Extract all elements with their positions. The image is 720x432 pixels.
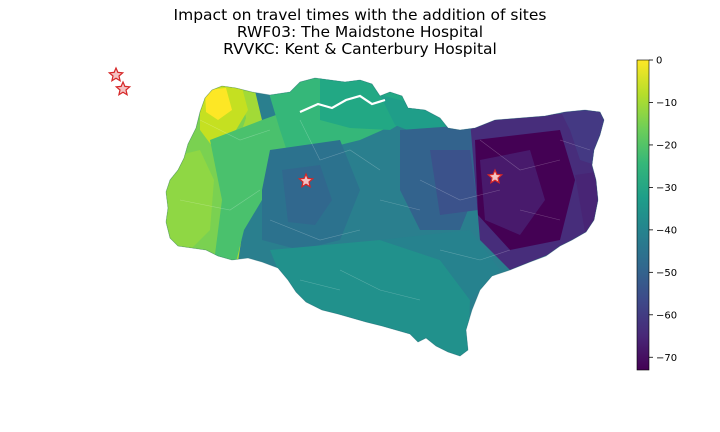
colorbar-tick-label: −50 — [656, 268, 677, 279]
star-icon — [486, 168, 504, 184]
colorbar-ticks: 0 −10 −20 −30 −40 −50 −60 −70 — [649, 56, 677, 364]
colorbar-tick-label: −60 — [656, 310, 677, 321]
site-markers — [107, 66, 504, 188]
colorbar-tick-label: −70 — [656, 353, 677, 364]
star-icon — [114, 80, 132, 96]
river-medway — [299, 94, 386, 114]
colorbar-gradient — [636, 59, 650, 371]
chart-title-line-3: RVVKC: Kent & Canterbury Hospital — [223, 40, 497, 58]
kent-choropleth — [166, 78, 604, 356]
colorbar-tick-label: 0 — [656, 56, 662, 67]
star-icon — [107, 66, 125, 82]
colorbar-tick-label: −10 — [656, 98, 677, 109]
colorbar: 0 −10 −20 −30 −40 −50 −60 −70 — [636, 56, 677, 371]
colorbar-tick-label: −20 — [656, 140, 677, 151]
chart-title-line-1: Impact on travel times with the addition… — [173, 6, 547, 24]
colorbar-tick-label: −40 — [656, 225, 677, 236]
chart-title-line-2: RWF03: The Maidstone Hospital — [236, 23, 484, 41]
colorbar-tick-label: −30 — [656, 183, 677, 194]
kent-outline — [165, 77, 605, 357]
star-icon — [297, 172, 315, 188]
